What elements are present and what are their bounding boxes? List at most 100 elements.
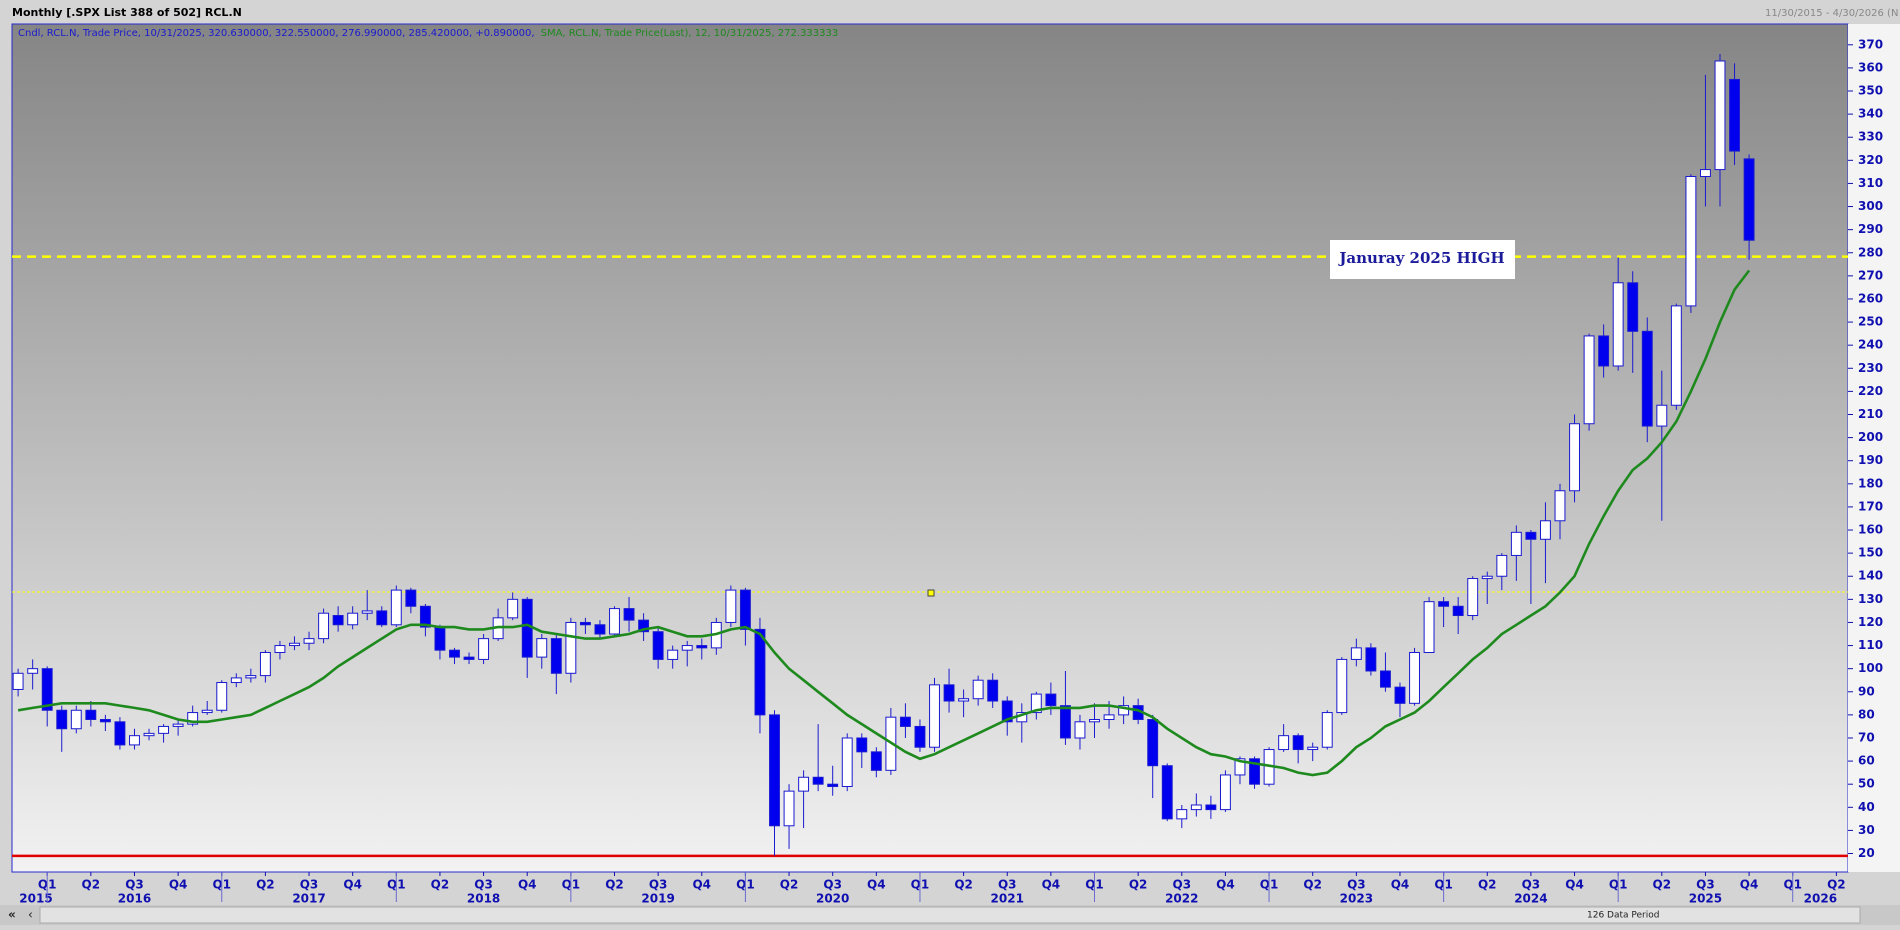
- candle-body: [1394, 686, 1406, 704]
- y-tick-label: 250: [1858, 315, 1883, 329]
- scroll-thumb[interactable]: [39, 906, 1861, 924]
- candle-body: [419, 605, 431, 628]
- candle-body: [289, 642, 300, 647]
- legend-sma: SMA, RCL.N, Trade Price(Last), 12, 10/31…: [541, 28, 839, 39]
- x-tick-label: Q3: [1347, 878, 1366, 892]
- candle-body: [158, 725, 170, 734]
- candle-body: [449, 649, 460, 658]
- y-tick-label: 230: [1858, 361, 1883, 375]
- year-label: 2022: [1165, 892, 1198, 906]
- candle-body: [1612, 282, 1624, 367]
- candle-body: [1249, 758, 1260, 785]
- candle-body: [943, 684, 955, 702]
- y-tick-label: 130: [1858, 592, 1883, 606]
- date-range: 11/30/2015 - 4/30/2026 (N: [1765, 8, 1898, 19]
- x-tick-label: Q2: [1827, 878, 1846, 892]
- x-tick-label: Q4: [343, 878, 362, 892]
- candle-body: [70, 709, 82, 730]
- candle-body: [318, 612, 330, 640]
- candle-body: [1670, 305, 1682, 406]
- candle-body: [827, 783, 839, 788]
- y-tick-label: 300: [1858, 199, 1883, 213]
- y-tick-label: 90: [1858, 684, 1875, 698]
- candle-body: [1190, 804, 1202, 811]
- y-tick-label: 350: [1858, 84, 1883, 98]
- candle-body: [739, 589, 751, 630]
- candle-body: [1045, 693, 1057, 707]
- x-tick-label: Q2: [780, 878, 799, 892]
- candle-body: [376, 610, 388, 626]
- candle-body: [1001, 700, 1013, 723]
- candle-body: [521, 598, 533, 658]
- y-tick-label: 190: [1858, 453, 1883, 467]
- candle-body: [609, 608, 620, 635]
- candle-body: [1700, 169, 1711, 178]
- candle-body: [1379, 670, 1391, 688]
- candle-body: [1103, 714, 1115, 720]
- x-tick-label: Q3: [474, 878, 493, 892]
- candle-body: [1641, 330, 1653, 427]
- candle-body: [1365, 647, 1377, 672]
- y-tick-label: 180: [1858, 476, 1883, 490]
- y-tick-label: 240: [1858, 338, 1883, 352]
- annotation: Januray 2025 HIGH: [1337, 249, 1504, 267]
- candle-body: [187, 712, 199, 725]
- x-tick-label: Q3: [125, 878, 144, 892]
- x-tick-label: Q4: [169, 878, 188, 892]
- candle-body: [1321, 712, 1333, 748]
- y-tick-label: 260: [1858, 291, 1883, 305]
- year-label: 2026: [1804, 892, 1837, 906]
- y-tick-label: 210: [1858, 407, 1883, 421]
- candle-body: [56, 709, 68, 730]
- candle-body: [1409, 651, 1420, 704]
- scroll-left[interactable]: «: [8, 908, 16, 922]
- candle-body: [958, 698, 970, 702]
- year-label: 2018: [467, 892, 500, 906]
- candle-body: [870, 751, 882, 771]
- x-tick-label: Q3: [823, 878, 842, 892]
- year-label: 2023: [1340, 892, 1373, 906]
- candle-body: [347, 612, 359, 626]
- year-label: 2019: [641, 892, 674, 906]
- y-tick-label: 270: [1858, 268, 1883, 282]
- candle-body: [1510, 531, 1522, 556]
- x-tick-label: Q2: [1478, 878, 1497, 892]
- y-axis-area: [1848, 24, 1900, 872]
- candle-body: [1118, 705, 1130, 716]
- sma-line: [17, 269, 1751, 777]
- y-tick-label: 370: [1858, 37, 1883, 51]
- candle-body: [129, 735, 140, 746]
- candle-body: [594, 624, 606, 635]
- candle-body: [303, 638, 315, 644]
- data-period: 126 Data Period: [1587, 911, 1659, 921]
- x-tick-label: Q2: [82, 878, 101, 892]
- candle-body: [667, 649, 679, 660]
- candle-body: [1030, 693, 1042, 714]
- candle-body: [769, 714, 780, 827]
- candle-body: [1496, 554, 1508, 577]
- candle-body: [1161, 765, 1173, 820]
- scroll-step[interactable]: ‹: [28, 908, 33, 922]
- candle-body: [85, 709, 97, 720]
- candle-body: [434, 626, 446, 651]
- candle-body: [550, 638, 562, 674]
- candle-body: [1307, 746, 1319, 751]
- candle-body: [1743, 158, 1755, 241]
- candle-body: [405, 589, 417, 607]
- candle-body: [579, 621, 591, 626]
- candle-body: [1219, 774, 1231, 811]
- y-tick-label: 150: [1858, 546, 1883, 560]
- candle-body: [1438, 601, 1450, 607]
- candle-body: [507, 598, 519, 619]
- candle-body: [1350, 647, 1362, 660]
- x-tick-label: Q2: [605, 878, 624, 892]
- y-tick-label: 120: [1858, 615, 1883, 629]
- candle-body: [245, 675, 257, 679]
- candle-body: [856, 737, 868, 753]
- candle-body: [1059, 705, 1071, 739]
- candle-body: [1234, 758, 1246, 776]
- candle-body: [114, 721, 126, 746]
- candle-body: [259, 651, 271, 677]
- y-tick-label: 200: [1858, 430, 1883, 444]
- candle-body: [99, 718, 111, 723]
